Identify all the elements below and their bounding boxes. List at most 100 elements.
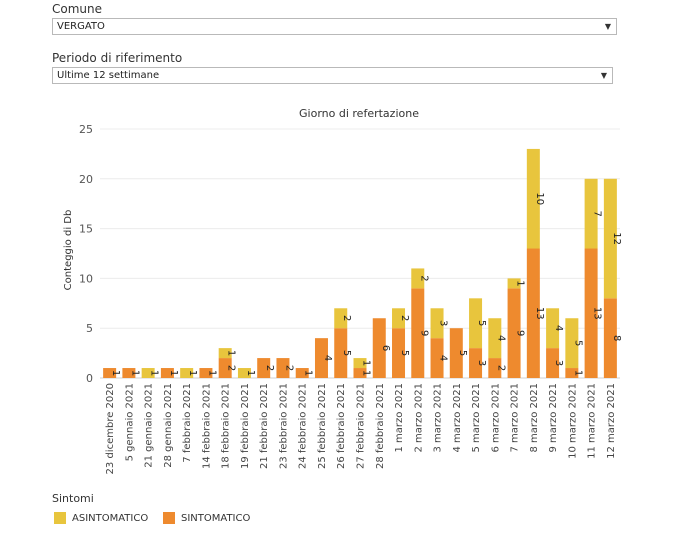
bar-sintomatico[interactable] [449,328,463,378]
bar-value-label: 1 [361,370,372,376]
y-tick-label: 10 [79,272,93,285]
y-tick-label: 0 [86,372,93,385]
bar-value-label: 3 [476,360,487,366]
legend-item-asintomatico[interactable]: ASINTOMATICO [54,512,148,524]
bar-sintomatico[interactable] [334,328,348,378]
bar-value-label: 5 [399,350,410,356]
bar-sintomatico[interactable] [199,368,213,378]
bar-sintomatico[interactable] [103,368,117,378]
bar-sintomatico[interactable] [411,288,425,378]
bar-value-label: 4 [322,355,333,361]
legend-label: SINTOMATICO [181,513,251,524]
bar-sintomatico[interactable] [526,248,540,378]
bar-sintomatico[interactable] [314,338,328,378]
bar-value-label: 1 [226,350,237,356]
bar-sintomatico[interactable] [430,338,444,378]
bar-asintomatico[interactable] [141,368,155,378]
bar-sintomatico[interactable] [276,358,290,378]
bar-value-label: 6 [380,345,391,351]
bar-sintomatico[interactable] [160,368,174,378]
x-tick-label: 5 gennaio 2021 [124,383,135,461]
bar-asintomatico[interactable] [430,308,444,339]
bar-value-label: 1 [515,280,526,286]
bar-sintomatico[interactable] [546,348,560,378]
bar-asintomatico[interactable] [334,308,348,329]
bar-sintomatico[interactable] [353,368,367,378]
bar-sintomatico[interactable] [507,288,521,378]
bar-asintomatico[interactable] [546,308,560,349]
x-tick-label: 7 febbraio 2021 [182,383,193,463]
bar-asintomatico[interactable] [565,318,579,369]
bar-sintomatico[interactable] [392,328,406,378]
bar-sintomatico[interactable] [469,348,483,378]
bar-value-label: 1 [206,370,217,376]
periodo-select[interactable]: Ultime 12 settimane ▼ [52,67,613,84]
x-tick-label: 21 gennaio 2021 [144,383,155,468]
x-tick-label: 28 febbraio 2021 [375,383,386,469]
x-tick-label: 12 marzo 2021 [606,383,617,459]
dropdown-arrow-icon[interactable]: ▼ [600,71,607,80]
bar-sintomatico[interactable] [603,298,617,378]
bar-value-label: 9 [515,330,526,336]
y-tick-label: 5 [86,322,93,335]
bar-value-label: 1 [168,370,179,376]
x-tick-label: 4 marzo 2021 [452,383,463,453]
bar-asintomatico[interactable] [584,178,598,249]
y-tick-label: 15 [79,223,93,236]
bar-value-label: 13 [592,307,603,320]
x-tick-label: 27 febbraio 2021 [356,383,367,469]
bar-asintomatico[interactable] [603,178,617,299]
bar-sintomatico[interactable] [584,248,598,378]
bar-sintomatico[interactable] [218,358,232,378]
bar-value-label: 5 [341,350,352,356]
bar-asintomatico[interactable] [488,318,502,359]
x-tick-label: 5 marzo 2021 [471,383,482,453]
x-tick-label: 1 marzo 2021 [394,383,405,453]
bar-value-label: 5 [572,340,583,346]
bar-value-label: 1 [361,360,372,366]
bar-value-label: 5 [457,350,468,356]
bar-sintomatico[interactable] [565,368,579,378]
bar-value-label: 2 [226,365,237,371]
bar-sintomatico[interactable] [295,368,309,378]
bar-value-label: 1 [149,370,160,376]
bar-asintomatico[interactable] [507,278,521,289]
bar-value-label: 7 [592,210,603,216]
y-tick-label: 20 [79,173,93,186]
bar-value-label: 2 [418,275,429,281]
legend-label: ASINTOMATICO [72,513,149,524]
bar-sintomatico[interactable] [257,358,271,378]
x-tick-label: 23 febbraio 2021 [278,383,289,469]
bar-value-label: 8 [611,335,622,341]
stacked-bar-chart: Giorno di refertazione Conteggio di Db 1… [63,107,622,474]
bar-asintomatico[interactable] [526,148,540,249]
bar-value-label: 5 [476,320,487,326]
x-tick-label: 25 febbraio 2021 [317,383,328,469]
comune-label: Comune [52,2,103,16]
bar-value-label: 3 [553,360,564,366]
comune-select[interactable]: VERGATO ▼ [52,18,617,35]
bar-value-label: 1 [110,370,121,376]
bar-sintomatico[interactable] [122,368,136,378]
bar-value-label: 1 [129,370,140,376]
bar-sintomatico[interactable] [488,358,502,378]
bar-asintomatico[interactable] [469,298,483,349]
x-tick-label: 9 marzo 2021 [548,383,559,453]
legend-item-sintomatico[interactable]: SINTOMATICO [163,512,250,524]
periodo-label: Periodo di riferimento [52,51,183,65]
bar-asintomatico[interactable] [218,348,232,359]
bar-value-label: 3 [438,320,449,326]
x-tick-label: 3 marzo 2021 [433,383,444,453]
dropdown-arrow-icon[interactable]: ▼ [604,22,611,31]
bar-value-label: 1 [572,370,583,376]
bar-asintomatico[interactable] [353,358,367,369]
bar-value-label: 2 [264,365,275,371]
bar-sintomatico[interactable] [372,318,386,378]
bar-asintomatico[interactable] [392,308,406,329]
bar-asintomatico[interactable] [411,268,425,289]
bar-asintomatico[interactable] [237,368,251,378]
bar-value-label: 13 [534,307,545,320]
bar-asintomatico[interactable] [180,368,194,378]
x-tick-label: 14 febbraio 2021 [201,383,212,469]
